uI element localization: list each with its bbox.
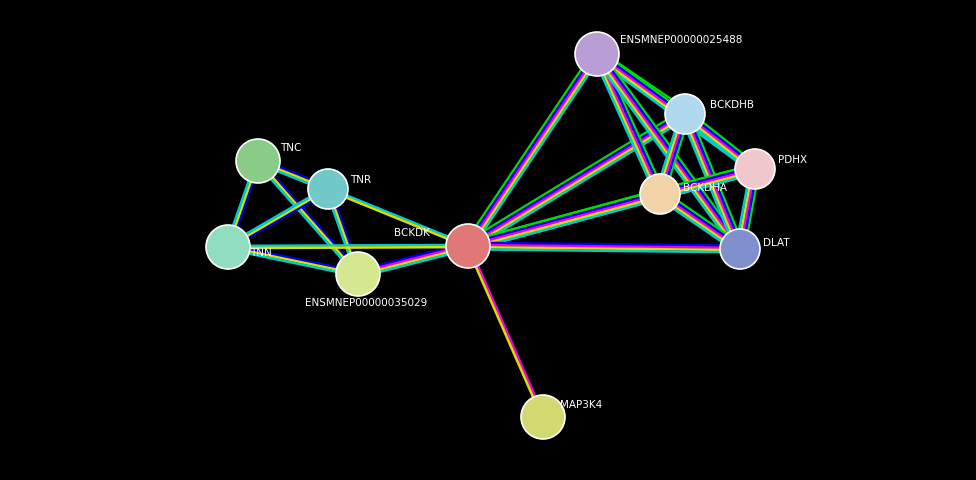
Circle shape <box>236 140 280 184</box>
Text: TNR: TNR <box>350 175 371 185</box>
Circle shape <box>575 33 619 77</box>
Text: TNC: TNC <box>280 143 302 153</box>
Circle shape <box>206 226 250 269</box>
Text: ENSMNEP00000025488: ENSMNEP00000025488 <box>620 35 743 45</box>
Circle shape <box>308 169 348 210</box>
Circle shape <box>735 150 775 190</box>
Circle shape <box>640 175 680 215</box>
Circle shape <box>336 252 380 296</box>
Text: DLAT: DLAT <box>763 238 790 248</box>
Text: BCKDHB: BCKDHB <box>710 100 754 110</box>
Text: ENSMNEP00000035029: ENSMNEP00000035029 <box>305 298 427 307</box>
Text: BCKDHA: BCKDHA <box>683 182 727 192</box>
Text: PDHX: PDHX <box>778 155 807 165</box>
Circle shape <box>720 229 760 269</box>
Circle shape <box>446 225 490 268</box>
Circle shape <box>521 395 565 439</box>
Text: TNN: TNN <box>250 248 271 257</box>
Text: MAP3K4: MAP3K4 <box>560 399 602 409</box>
Text: BCKDK: BCKDK <box>394 228 430 238</box>
Circle shape <box>665 95 705 135</box>
